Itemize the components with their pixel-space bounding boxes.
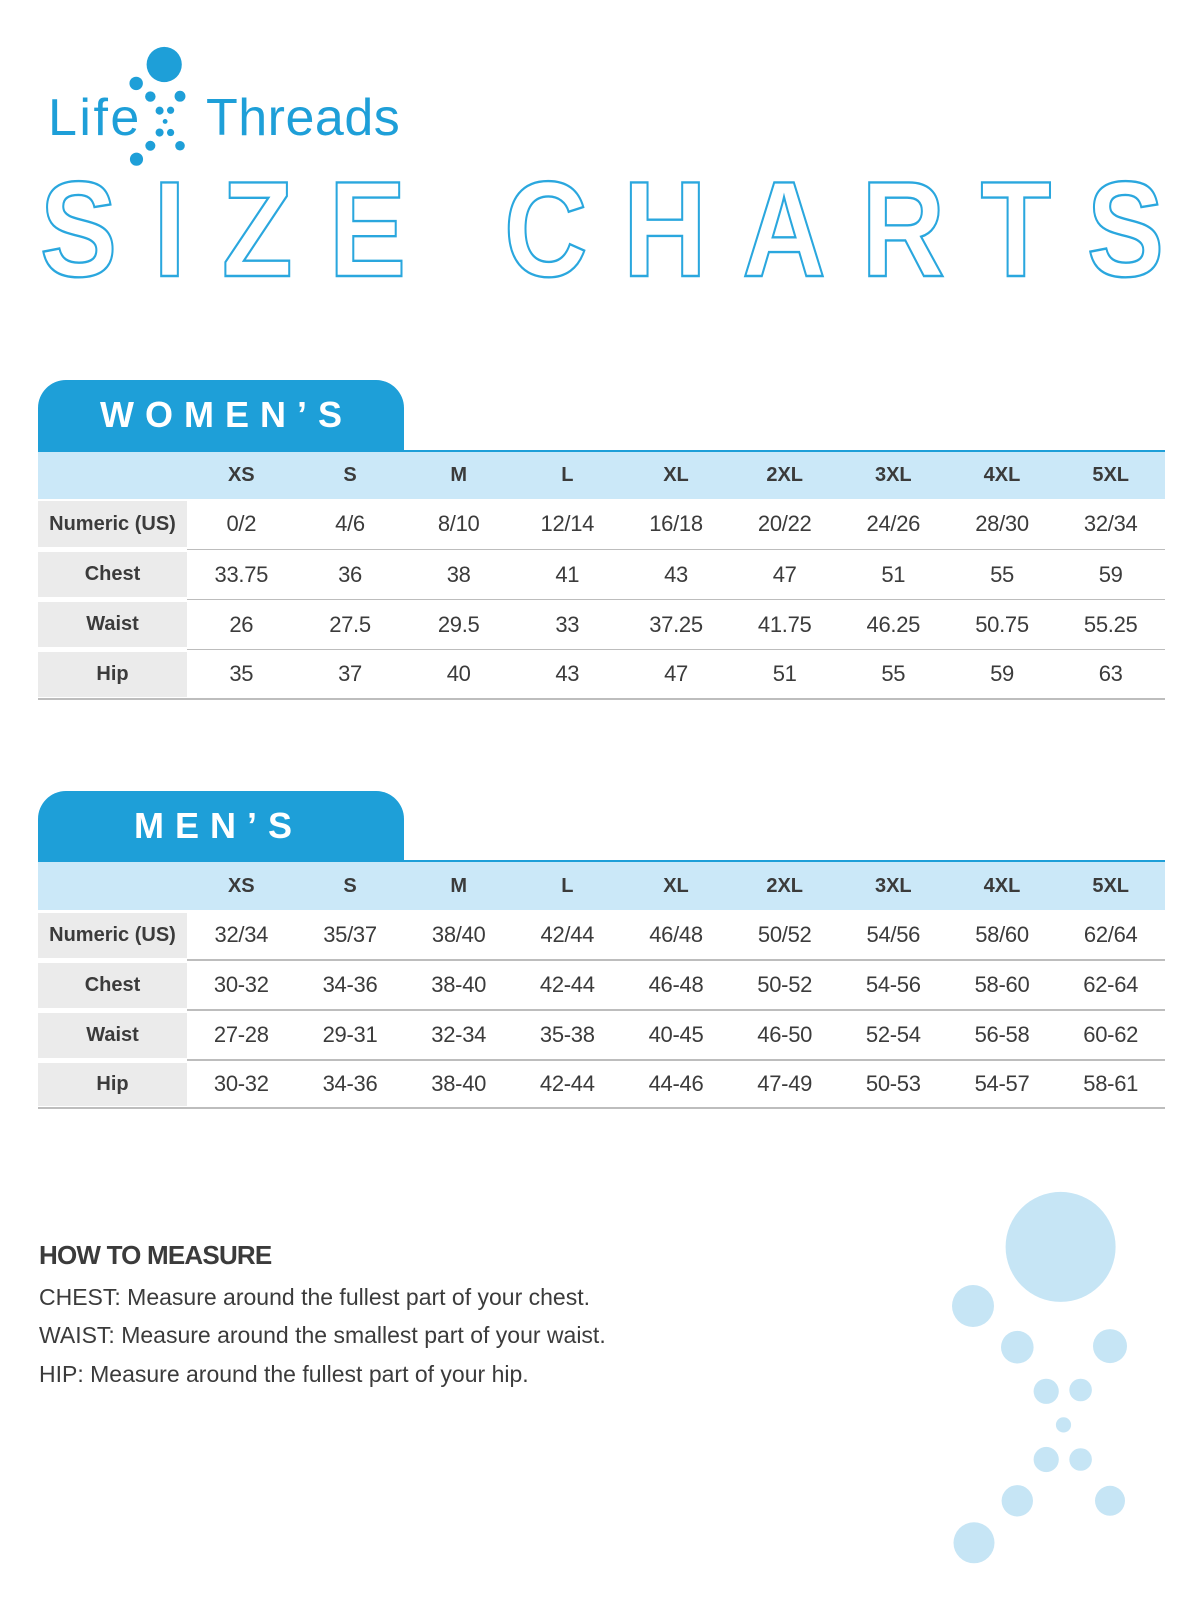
svg-text:SIZE: SIZE <box>40 153 406 305</box>
svg-text:CHARTS: CHARTS <box>504 153 1164 305</box>
